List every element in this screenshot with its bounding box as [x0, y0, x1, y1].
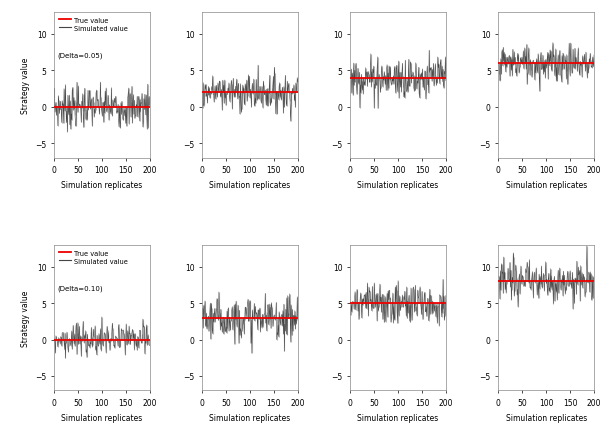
X-axis label: Simulation replicates: Simulation replicates	[358, 181, 439, 189]
X-axis label: Simulation replicates: Simulation replicates	[61, 181, 142, 189]
X-axis label: Simulation replicates: Simulation replicates	[209, 413, 290, 422]
X-axis label: Simulation replicates: Simulation replicates	[358, 413, 439, 422]
X-axis label: Simulation replicates: Simulation replicates	[506, 413, 587, 422]
X-axis label: Simulation replicates: Simulation replicates	[61, 413, 142, 422]
Text: (Delta=0.10): (Delta=0.10)	[58, 285, 103, 291]
Text: (Delta=0.05): (Delta=0.05)	[58, 52, 103, 59]
Y-axis label: Strategy value: Strategy value	[20, 290, 29, 346]
Legend: True value, Simulated value: True value, Simulated value	[58, 249, 129, 265]
X-axis label: Simulation replicates: Simulation replicates	[209, 181, 290, 189]
Legend: True value, Simulated value: True value, Simulated value	[58, 16, 129, 33]
X-axis label: Simulation replicates: Simulation replicates	[506, 181, 587, 189]
Y-axis label: Strategy value: Strategy value	[20, 58, 29, 114]
